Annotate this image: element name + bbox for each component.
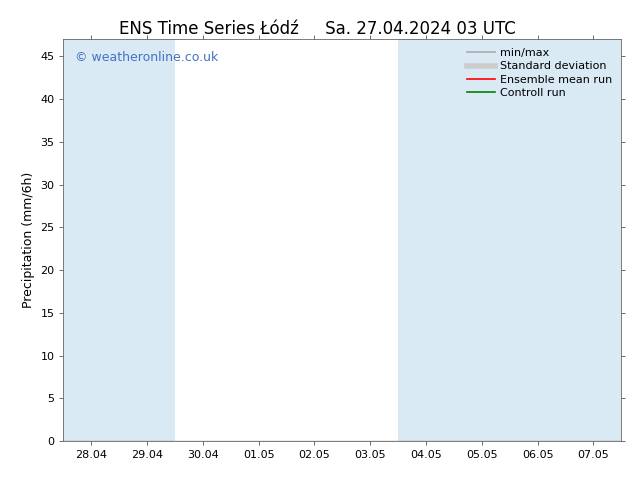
Bar [454, 39, 510, 441]
Bar [510, 39, 566, 441]
Bar [566, 39, 621, 441]
Bar [63, 39, 119, 441]
Text: ENS Time Series Łódź     Sa. 27.04.2024 03 UTC: ENS Time Series Łódź Sa. 27.04.2024 03 U… [119, 20, 515, 38]
Bar [119, 39, 175, 441]
Y-axis label: Precipitation (mm/6h): Precipitation (mm/6h) [22, 172, 35, 308]
Legend: min/max, Standard deviation, Ensemble mean run, Controll run: min/max, Standard deviation, Ensemble me… [462, 44, 617, 102]
Bar [398, 39, 454, 441]
Text: © weatheronline.co.uk: © weatheronline.co.uk [75, 51, 218, 64]
